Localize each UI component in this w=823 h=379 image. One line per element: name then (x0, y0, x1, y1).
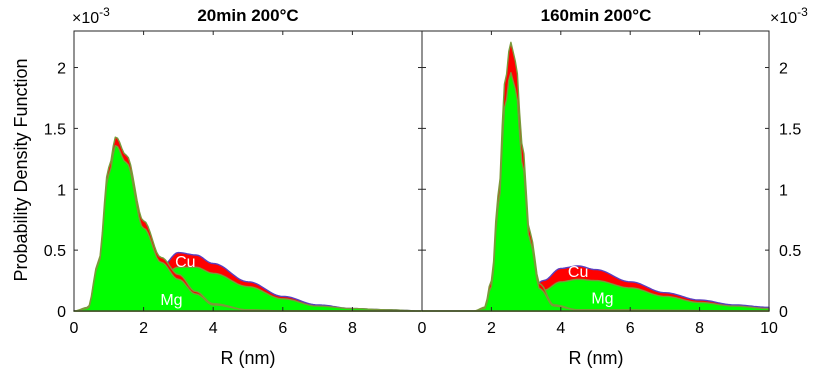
x-tick-label: 8 (348, 320, 357, 337)
left-y-exponent-power: -3 (99, 5, 110, 19)
x-tick-label: 2 (487, 320, 496, 337)
y-tick-label: 0 (779, 304, 788, 321)
x-tick-label: 0 (70, 320, 79, 337)
x-tick-label: 6 (626, 320, 635, 337)
x-tick-label: 6 (278, 320, 287, 337)
left-panel-title: 20min 200°C (197, 6, 298, 25)
y-tick-label: 1 (57, 182, 66, 199)
x-tick-label: 8 (695, 320, 704, 337)
left-y-exponent-base: ×10 (72, 10, 99, 27)
right-y-exponent-power: -3 (797, 5, 808, 19)
y-tick-label: 1.5 (779, 121, 801, 138)
annotation-cu: Cu (175, 254, 195, 271)
right-panel-title: 160min 200°C (541, 6, 652, 25)
right-x-axis-label: R (nm) (569, 348, 624, 368)
x-tick-label: 4 (209, 320, 218, 337)
y-tick-label: 1.5 (44, 121, 66, 138)
plot-frame (421, 30, 770, 312)
x-tick-label: 4 (556, 320, 565, 337)
y-tick-label: 0.5 (44, 243, 66, 260)
y-tick-label: 1 (779, 182, 788, 199)
x-tick-label: 2 (139, 320, 148, 337)
y-tick-label: 0.5 (779, 243, 801, 260)
annotation-mg: Mg (160, 292, 182, 309)
annotation-mg: Mg (591, 291, 613, 308)
left-y-exponent: ×10-3 (72, 5, 110, 27)
y-tick-label: 0 (57, 304, 66, 321)
y-tick-label: 2 (57, 61, 66, 78)
left-x-axis-label: R (nm) (221, 348, 276, 368)
y-tick-label: 2 (779, 61, 788, 78)
left-panel: 0 2 4 6 8 0 0.5 1 1.5 2 Cu Mg (44, 30, 423, 337)
x-tick-label: 0 (418, 320, 427, 337)
right-y-exponent-base: ×10 (770, 10, 797, 27)
annotation-cu: Cu (568, 264, 588, 281)
right-y-exponent: ×10-3 (770, 5, 808, 27)
x-tick-label: 10 (760, 320, 778, 337)
y-axis-label: Probability Density Function (11, 58, 31, 281)
